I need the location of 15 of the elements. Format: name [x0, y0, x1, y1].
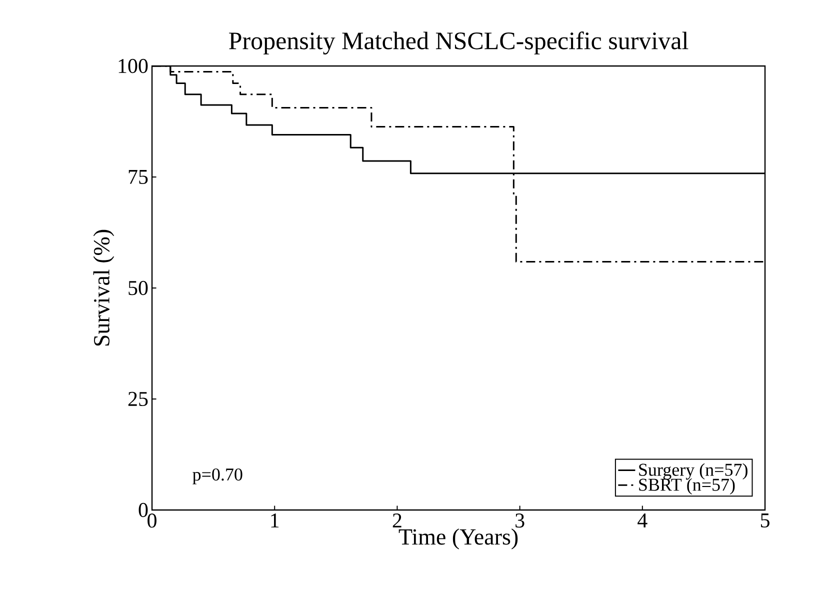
x-tick-label: 3	[516, 514, 524, 528]
x-tick-label: 4	[638, 514, 648, 528]
x-tick-label: 2	[392, 514, 402, 528]
y-tick-label: 100	[118, 58, 148, 74]
x-tick-label: 1	[271, 514, 279, 528]
y-tick-label: 75	[128, 170, 148, 184]
annotation: p=0.70	[192, 468, 242, 484]
y-tick-label: 0	[138, 502, 148, 518]
chart-title: Propensity Matched NSCLC-specific survival	[229, 31, 688, 54]
x-axis-title: Time (Years)	[398, 528, 518, 550]
x-tick-label: 5	[760, 514, 770, 528]
legend-label: Surgery (n=57)	[639, 463, 748, 480]
y-axis-title: Survival (%)	[93, 230, 114, 346]
y-tick-label: 25	[128, 392, 148, 406]
y-tick-label: 50	[128, 280, 148, 296]
